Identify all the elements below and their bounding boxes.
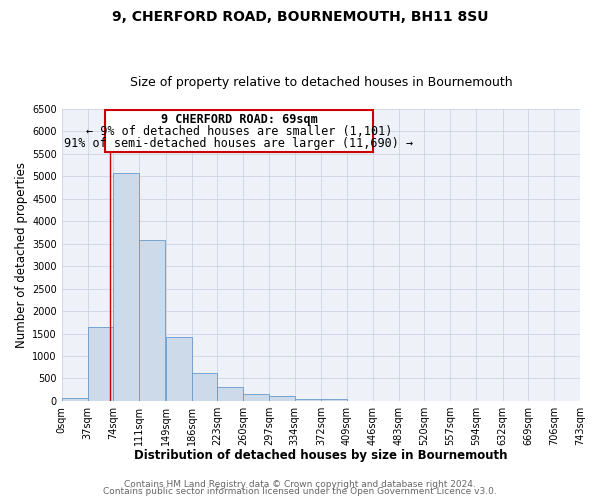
Bar [217, 387, 243, 401]
Bar [321, 399, 347, 401]
Bar [113, 172, 139, 401]
Text: ← 9% of detached houses are smaller (1,101): ← 9% of detached houses are smaller (1,1… [86, 124, 392, 138]
FancyBboxPatch shape [105, 110, 373, 152]
Y-axis label: Number of detached properties: Number of detached properties [15, 162, 28, 348]
Bar [88, 327, 113, 401]
Title: Size of property relative to detached houses in Bournemouth: Size of property relative to detached ho… [130, 76, 512, 90]
Text: Contains public sector information licensed under the Open Government Licence v3: Contains public sector information licen… [103, 487, 497, 496]
Bar [139, 240, 165, 401]
Bar [243, 394, 269, 401]
Bar [62, 398, 88, 401]
Text: 91% of semi-detached houses are larger (11,690) →: 91% of semi-detached houses are larger (… [64, 136, 413, 149]
Text: 9, CHERFORD ROAD, BOURNEMOUTH, BH11 8SU: 9, CHERFORD ROAD, BOURNEMOUTH, BH11 8SU [112, 10, 488, 24]
Text: 9 CHERFORD ROAD: 69sqm: 9 CHERFORD ROAD: 69sqm [161, 113, 317, 126]
Bar [191, 373, 217, 401]
Bar [166, 336, 191, 401]
X-axis label: Distribution of detached houses by size in Bournemouth: Distribution of detached houses by size … [134, 450, 508, 462]
Text: Contains HM Land Registry data © Crown copyright and database right 2024.: Contains HM Land Registry data © Crown c… [124, 480, 476, 489]
Bar [295, 398, 320, 401]
Bar [269, 396, 295, 401]
